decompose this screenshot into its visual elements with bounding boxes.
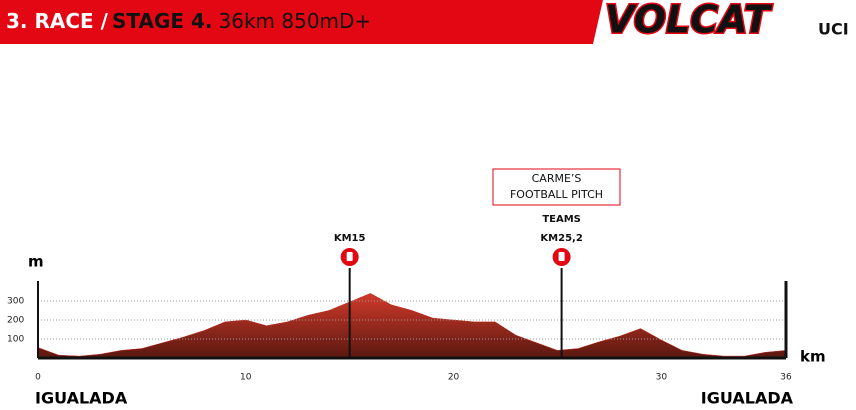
logo: VOLCAT xyxy=(605,0,773,42)
x-axis-label: km xyxy=(800,348,826,366)
place-line: FOOTBALL PITCH xyxy=(510,188,603,201)
marker-icon-glyph xyxy=(558,252,565,261)
marker-note: TEAMS xyxy=(542,214,581,225)
x-tick-label: 36 xyxy=(780,373,792,383)
chart: 100 200 300 0 10 20 30 36 m km IGUALADA IGUALADA KM1… xyxy=(7,168,826,408)
elevation-area xyxy=(37,293,787,359)
place-box xyxy=(492,168,621,206)
stage: STAGE 4. xyxy=(112,9,213,33)
y-tick-label: 300 xyxy=(7,297,24,307)
x-tick-label: 20 xyxy=(448,373,460,383)
x-tick-label: 10 xyxy=(240,373,252,383)
x-tick-label: 30 xyxy=(656,373,668,383)
y-tick-label: 200 xyxy=(7,316,24,326)
y-axis-label: m xyxy=(28,253,44,271)
header-title: 3. RACE / STAGE 4. 36km 850mD+ xyxy=(6,9,371,33)
marker-icon-glyph xyxy=(346,252,353,261)
start-label: IGUALADA xyxy=(35,389,128,408)
x-tick-label: 0 xyxy=(35,373,41,383)
marker-label: KM15 xyxy=(334,233,366,244)
place-line: CARME’S xyxy=(532,172,582,185)
race: 3. RACE / xyxy=(6,9,109,33)
marker-label: KM25,2 xyxy=(540,233,582,244)
y-tick-label: 100 xyxy=(7,335,24,345)
logo-badge: UCI xyxy=(818,20,849,39)
header-bar xyxy=(0,0,603,44)
details: 36km 850mD+ xyxy=(219,9,372,33)
finish-label: IGUALADA xyxy=(701,389,794,408)
